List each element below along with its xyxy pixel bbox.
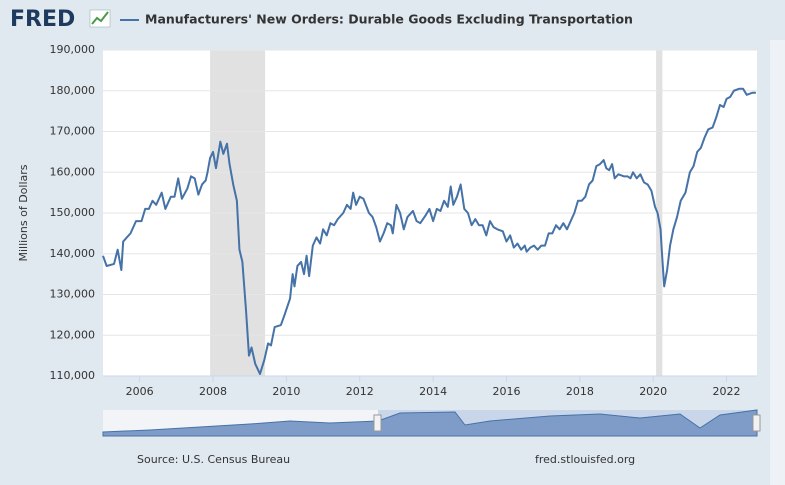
y-tick-label: 190,000 bbox=[50, 43, 96, 56]
y-tick-label: 160,000 bbox=[50, 165, 96, 178]
source: Source: U.S. Census Bureau bbox=[137, 453, 290, 466]
navigator bbox=[102, 409, 761, 437]
x-tick-label: 2020 bbox=[639, 385, 667, 398]
series-line bbox=[102, 87, 756, 375]
legend-label: Manufacturers' New Orders: Durable Goods… bbox=[145, 12, 633, 27]
x-tick-label: 2006 bbox=[126, 385, 154, 398]
x-tick-label: 2022 bbox=[713, 385, 741, 398]
y-axis-label: Millions of Dollars bbox=[17, 164, 30, 261]
logo-icon bbox=[89, 9, 111, 28]
x-tick-label: 2010 bbox=[272, 385, 300, 398]
y-tick-label: 150,000 bbox=[50, 206, 96, 219]
site-url: fred.stlouisfed.org bbox=[535, 453, 635, 466]
x-tick-label: 2016 bbox=[492, 385, 520, 398]
x-tick-label: 2008 bbox=[199, 385, 227, 398]
x-tick-label: 2012 bbox=[346, 385, 374, 398]
logo: FRED bbox=[10, 7, 75, 32]
x-tick-label: 2014 bbox=[419, 385, 447, 398]
y-tick-label: 180,000 bbox=[50, 84, 96, 97]
y-tick-label: 130,000 bbox=[50, 288, 96, 301]
y-tick-label: 140,000 bbox=[50, 247, 96, 260]
x-tick-label: 2018 bbox=[566, 385, 594, 398]
y-tick-label: 120,000 bbox=[50, 328, 96, 341]
scroll-strip bbox=[770, 40, 785, 485]
y-tick-label: 170,000 bbox=[50, 125, 96, 138]
y-tick-label: 110,000 bbox=[50, 369, 96, 382]
